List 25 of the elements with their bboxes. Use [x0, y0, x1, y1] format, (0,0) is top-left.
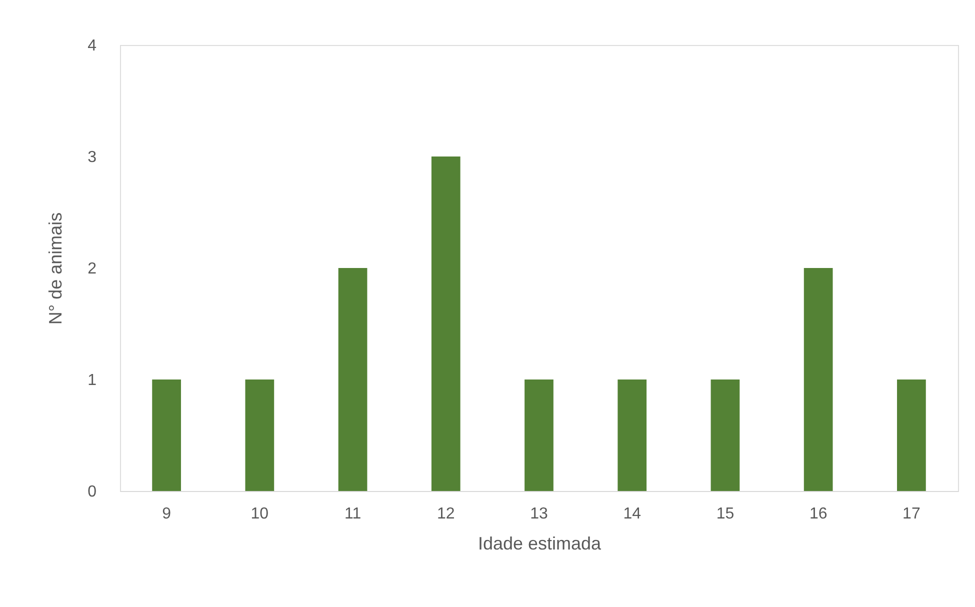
y-axis-title: N° de animais: [46, 212, 66, 325]
bar: [338, 268, 368, 491]
x-tick-label: 17: [902, 506, 920, 522]
x-tick-label: 12: [436, 506, 455, 522]
x-tick-label: 16: [809, 506, 828, 522]
x-tick-label: 15: [716, 506, 734, 522]
bar: [710, 380, 740, 491]
bar: [431, 156, 460, 491]
x-tick-label: 10: [250, 506, 269, 522]
bar: [152, 380, 181, 491]
bar: [804, 268, 833, 491]
bar: [897, 380, 926, 491]
y-tick-label: 1: [88, 372, 97, 389]
y-tick-label: 0: [88, 484, 97, 500]
x-tick-label: 13: [530, 506, 548, 522]
y-tick-label: 2: [88, 260, 97, 278]
y-tick-label: 4: [88, 38, 97, 54]
bar: [245, 380, 274, 491]
bar: [524, 380, 554, 491]
x-tick-label: 9: [162, 506, 172, 522]
x-axis-title: Idade estimada: [478, 534, 602, 554]
x-tick-label: 14: [623, 506, 642, 522]
x-tick-label: 11: [344, 506, 362, 522]
bar: [618, 380, 647, 491]
y-tick-label: 3: [88, 149, 97, 166]
